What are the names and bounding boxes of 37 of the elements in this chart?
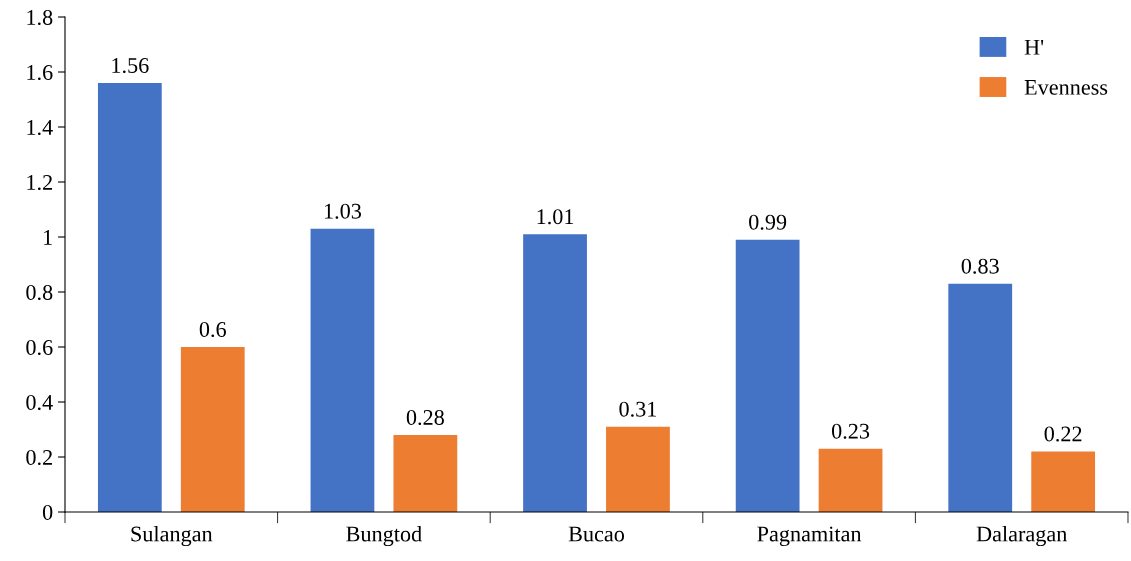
legend-label: Evenness bbox=[1024, 80, 1108, 95]
data-label: 0.83 bbox=[961, 258, 999, 274]
data-label: 1.01 bbox=[537, 209, 574, 225]
y-tick-label: 1.8 bbox=[27, 9, 53, 26]
legend-label: H' bbox=[1024, 40, 1044, 55]
y-tick-label: 0.4 bbox=[26, 394, 53, 411]
y-tick-label: 0.8 bbox=[26, 284, 53, 301]
data-label: 0.99 bbox=[749, 214, 787, 230]
y-tick-label: 1.4 bbox=[27, 120, 53, 136]
x-tick-label: Bungtod bbox=[346, 525, 422, 547]
bar bbox=[735, 239, 800, 512]
bar bbox=[97, 83, 162, 512]
y-tick-label: 1 bbox=[44, 230, 52, 245]
data-label: 0.28 bbox=[406, 409, 444, 426]
x-tick-label: Sulangan bbox=[131, 525, 213, 547]
bar bbox=[523, 234, 587, 512]
y-tick-label: 0.6 bbox=[26, 339, 53, 356]
data-label: 0.23 bbox=[831, 423, 870, 439]
bar bbox=[948, 283, 1013, 512]
data-label: 1.56 bbox=[112, 58, 149, 74]
x-tick-label: Pagnamitan bbox=[757, 526, 862, 547]
x-tick-label: Dalaragan bbox=[976, 525, 1068, 547]
bar bbox=[606, 426, 670, 512]
bar bbox=[180, 347, 245, 512]
y-tick-label: 1.6 bbox=[27, 64, 53, 81]
bar bbox=[818, 448, 883, 512]
x-tick-label: Bucao bbox=[568, 526, 625, 542]
y-tick-label: 0 bbox=[42, 504, 53, 520]
data-label: 0.31 bbox=[619, 401, 657, 417]
bar bbox=[393, 435, 458, 512]
data-label: 0.6 bbox=[199, 321, 226, 338]
data-label: 1.03 bbox=[324, 203, 362, 219]
bar bbox=[1031, 451, 1096, 512]
y-tick-label: 0.2 bbox=[26, 449, 52, 466]
data-label: 0.22 bbox=[1044, 426, 1082, 442]
bar bbox=[310, 228, 375, 512]
y-tick-label: 1.2 bbox=[27, 174, 52, 191]
